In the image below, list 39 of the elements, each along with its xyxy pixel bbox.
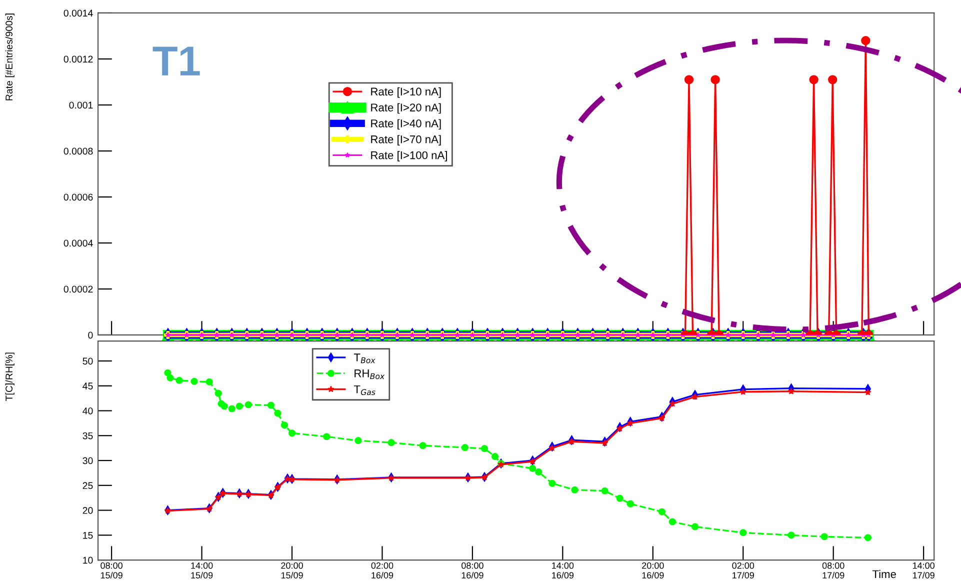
x-tick-label: 08:00 15/09 bbox=[100, 562, 122, 578]
y-tick-label: 0.0004 bbox=[64, 240, 93, 247]
y-tick-label: 35 bbox=[82, 432, 93, 440]
y-tick-label: 50 bbox=[82, 358, 93, 365]
y-tick-label: 10 bbox=[83, 556, 93, 564]
y-tick-label: 0.001 bbox=[69, 102, 93, 109]
y-tick-label: 40 bbox=[82, 407, 93, 414]
y-tick-label: 20 bbox=[82, 507, 93, 514]
x-tick-label: 02:00 17/09 bbox=[732, 562, 754, 578]
legend-label: RH$_{Box}$ bbox=[354, 370, 385, 380]
legend-label: Rate [I>100 nA] bbox=[371, 151, 447, 162]
y-tick-label: 15 bbox=[83, 532, 93, 539]
y-tick-label: 25 bbox=[82, 482, 93, 490]
x-tick-label: 08:00 17/09 bbox=[822, 562, 844, 578]
legend-label: Rate [I>20 nA] bbox=[371, 103, 441, 114]
y-axis-title: Rate [#Entries/900s] bbox=[5, 14, 14, 100]
x-tick-label: 14:00 17/09 bbox=[912, 562, 935, 578]
y-tick-label: 0.0014 bbox=[64, 10, 93, 17]
y-tick-label: 0.0002 bbox=[64, 286, 93, 293]
legend-label: Rate [I>10 nA] bbox=[371, 87, 441, 98]
y-axis-title: T[C]/RH[%] bbox=[5, 352, 14, 401]
x-tick-label: 20:00 16/09 bbox=[642, 562, 664, 578]
legend-label: T$_{Gas}$ bbox=[354, 385, 376, 396]
x-tick-label: 08:00 16/09 bbox=[462, 562, 484, 578]
y-tick-label: 0 bbox=[88, 332, 93, 339]
y-tick-label: 0.0012 bbox=[64, 56, 93, 63]
y-tick-label: 45 bbox=[82, 382, 93, 390]
x-tick-label: 14:00 15/09 bbox=[191, 562, 213, 578]
x-axis-title: Time bbox=[872, 570, 896, 578]
legend-label: T$_{Box}$ bbox=[354, 354, 376, 364]
legend-label: Rate [I>40 nA] bbox=[371, 119, 441, 130]
x-tick-label: 02:00 16/09 bbox=[371, 562, 394, 578]
x-tick-label: 14:00 16/09 bbox=[552, 562, 574, 578]
y-tick-label: 0.0006 bbox=[64, 194, 93, 201]
legend-label: Rate [I>70 nA] bbox=[371, 135, 441, 146]
x-tick-label: 20:00 15/09 bbox=[281, 562, 303, 578]
y-tick-label: 0.0008 bbox=[64, 148, 93, 155]
annotation: T1 bbox=[152, 46, 200, 76]
y-tick-label: 30 bbox=[82, 457, 93, 464]
